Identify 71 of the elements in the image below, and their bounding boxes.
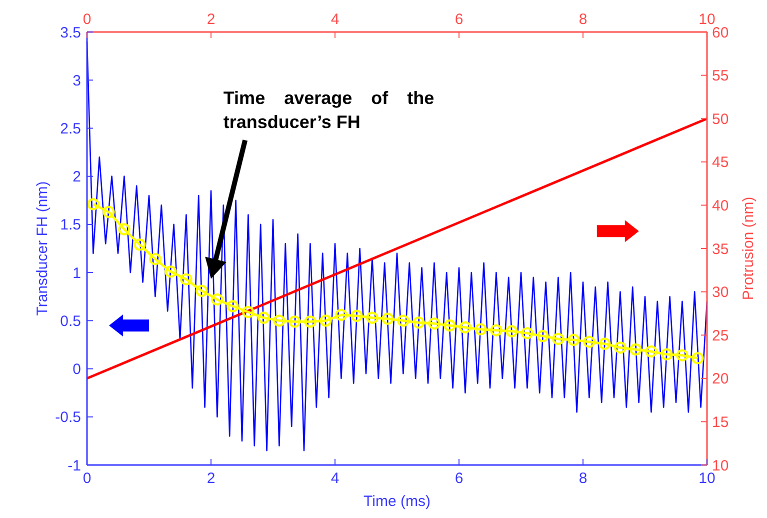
y-tick-label: -0.5 xyxy=(55,409,81,426)
x2-tick-label: 8 xyxy=(578,470,588,487)
point xyxy=(118,223,130,236)
x-axis-title: Time (ms) xyxy=(364,493,430,510)
point xyxy=(273,314,286,327)
point xyxy=(87,198,100,210)
point xyxy=(180,273,192,286)
point xyxy=(598,338,611,350)
point xyxy=(645,345,658,358)
point xyxy=(196,284,208,297)
point xyxy=(164,265,177,278)
point xyxy=(660,348,673,360)
y-tick-label: -1 xyxy=(68,457,81,474)
point xyxy=(149,252,162,266)
point xyxy=(102,206,115,218)
point xyxy=(335,308,348,321)
point xyxy=(521,327,534,340)
point xyxy=(444,319,456,332)
y-axis-title: Transducer FH (nm) xyxy=(34,181,51,316)
x2-tick-label: 4 xyxy=(330,470,340,487)
point xyxy=(459,321,472,334)
y2-tick-label: 50 xyxy=(712,110,729,128)
x-tick-label: 2 xyxy=(206,11,216,28)
point xyxy=(692,352,704,364)
annotation: Time average of the transducer’s FH xyxy=(223,88,434,132)
point xyxy=(630,343,642,356)
y2-axis-title: Protrusion (nm) xyxy=(740,196,757,300)
point xyxy=(428,317,440,330)
point xyxy=(490,324,502,336)
point xyxy=(412,316,425,329)
y2-tick-label: 55 xyxy=(712,68,729,85)
y2-tick-label: 30 xyxy=(712,284,729,302)
point xyxy=(320,314,332,327)
point xyxy=(242,306,254,318)
point xyxy=(676,349,688,362)
point xyxy=(397,314,410,327)
y-tick-label: 3.5 xyxy=(60,24,81,42)
point xyxy=(382,312,394,325)
y-tick-label: 2.5 xyxy=(60,120,81,138)
y2-tick-label: 25 xyxy=(712,327,729,344)
y-tick-label: 0 xyxy=(72,361,81,378)
x2-tick-label: 2 xyxy=(206,470,216,487)
y-tick-label: 1.5 xyxy=(60,216,81,234)
point xyxy=(506,325,518,338)
x2-tick-label: 6 xyxy=(454,470,464,487)
point xyxy=(583,336,596,348)
y2-tick-label: 15 xyxy=(712,414,729,431)
y2-tick-label: 40 xyxy=(712,197,729,214)
x-tick-label: 6 xyxy=(454,11,464,28)
point xyxy=(552,332,564,346)
point xyxy=(536,330,549,342)
point xyxy=(288,316,301,328)
point xyxy=(614,342,626,354)
point xyxy=(474,323,487,336)
x-tick-label: 4 xyxy=(330,11,340,28)
y2-tick-label: 20 xyxy=(712,370,729,388)
x-tick-label: 8 xyxy=(578,11,588,28)
point xyxy=(134,238,146,251)
y-tick-label: 1 xyxy=(72,264,81,282)
point xyxy=(568,334,580,346)
point xyxy=(350,310,363,322)
y2-tick-label: 35 xyxy=(712,240,729,258)
point xyxy=(304,316,316,328)
point xyxy=(211,293,224,306)
point xyxy=(226,300,239,312)
point xyxy=(366,312,378,324)
y-tick-label: 2 xyxy=(72,168,81,186)
point xyxy=(258,312,270,324)
y2-tick-label: 45 xyxy=(712,154,729,172)
y-tick-label: 3 xyxy=(72,72,81,90)
y-tick-label: 0.5 xyxy=(60,312,81,330)
